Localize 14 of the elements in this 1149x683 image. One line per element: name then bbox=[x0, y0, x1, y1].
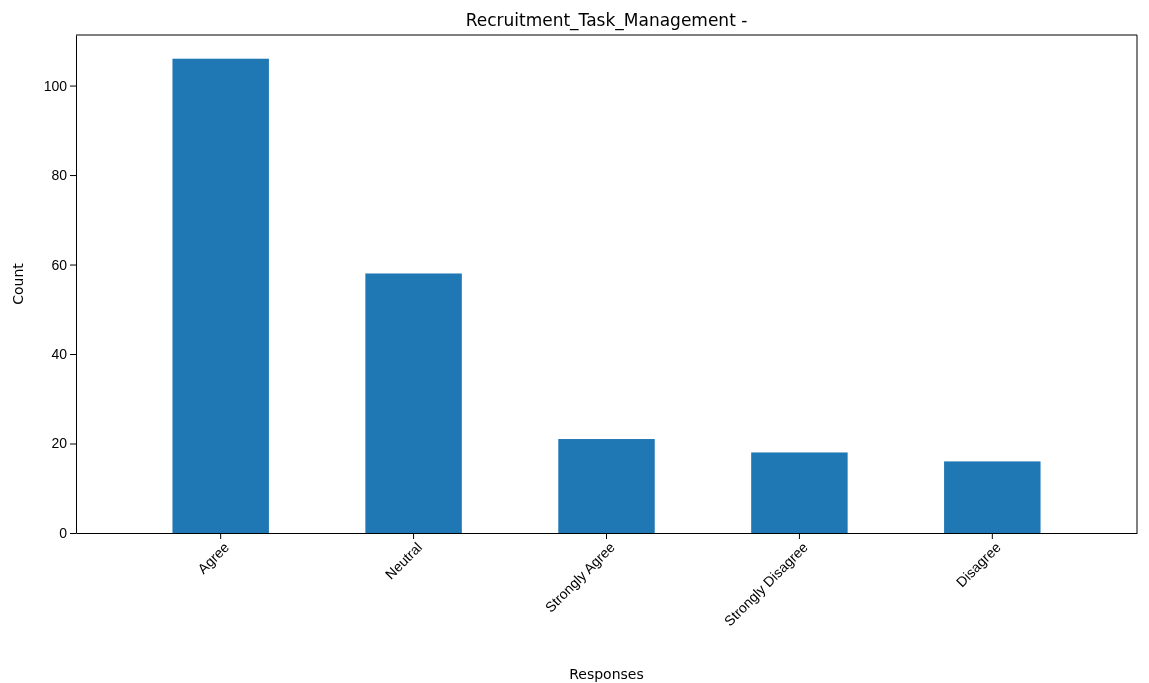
chart-title: Recruitment_Task_Management - bbox=[465, 10, 748, 31]
x-axis-title: Responses bbox=[569, 666, 644, 682]
y-tick-label: 0 bbox=[59, 524, 68, 541]
bar bbox=[172, 58, 269, 533]
y-tick-label: 80 bbox=[51, 167, 68, 184]
y-tick-label: 100 bbox=[43, 77, 68, 94]
y-tick-label: 40 bbox=[51, 346, 68, 362]
bar bbox=[751, 452, 848, 533]
y-axis-title: Count bbox=[10, 262, 26, 305]
y-tick-label: 60 bbox=[51, 256, 68, 273]
y-tick-label: 20 bbox=[51, 435, 68, 452]
bar bbox=[558, 439, 655, 533]
bar bbox=[944, 461, 1041, 533]
bar bbox=[365, 273, 462, 533]
